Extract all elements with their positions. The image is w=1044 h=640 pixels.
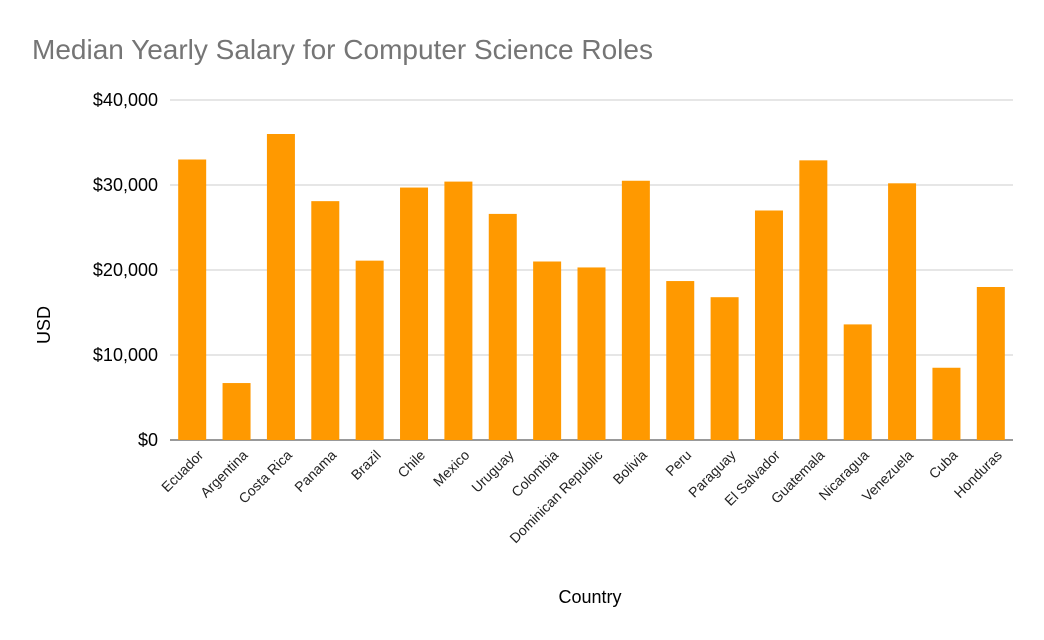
x-tick-label: Bolivia	[610, 447, 651, 488]
y-tick-label: $40,000	[93, 90, 158, 110]
bar-costa-rica	[266, 134, 295, 440]
x-tick-label: Cuba	[926, 447, 961, 482]
bar-guatemala	[799, 160, 828, 440]
bar-mexico	[444, 181, 473, 440]
x-tick-label: Peru	[662, 447, 694, 479]
bar-uruguay	[488, 213, 517, 440]
x-axis-title: Country	[558, 587, 621, 607]
bar-panama	[311, 201, 340, 440]
y-tick-label: $0	[138, 430, 158, 450]
y-axis-ticks: $0 $10,000 $20,000 $30,000 $40,000	[93, 90, 158, 450]
bar-dominican-republic	[577, 267, 606, 440]
bar-peru	[666, 281, 695, 440]
y-tick-label: $30,000	[93, 175, 158, 195]
bar-chile	[400, 187, 429, 440]
x-tick-label: Honduras	[951, 447, 1005, 501]
bar-el-salvador	[754, 210, 783, 440]
bar-cuba	[932, 367, 961, 440]
y-tick-label: $20,000	[93, 260, 158, 280]
bars	[178, 134, 1005, 441]
y-tick-label: $10,000	[93, 345, 158, 365]
x-tick-label: Chile	[394, 447, 428, 481]
bar-bolivia	[621, 180, 650, 440]
bar-colombia	[533, 261, 562, 440]
bar-honduras	[976, 287, 1005, 440]
bar-paraguay	[710, 297, 739, 440]
bar-venezuela	[888, 183, 917, 441]
bar-nicaragua	[843, 324, 872, 440]
bar-ecuador	[178, 159, 207, 440]
y-axis-title: USD	[34, 306, 54, 344]
x-tick-label: Mexico	[430, 447, 473, 490]
x-tick-label: Panama	[291, 447, 339, 495]
bar-brazil	[355, 260, 384, 440]
chart-title: Median Yearly Salary for Computer Scienc…	[32, 34, 653, 65]
x-tick-label: Brazil	[348, 447, 384, 483]
bar-argentina	[222, 383, 251, 440]
